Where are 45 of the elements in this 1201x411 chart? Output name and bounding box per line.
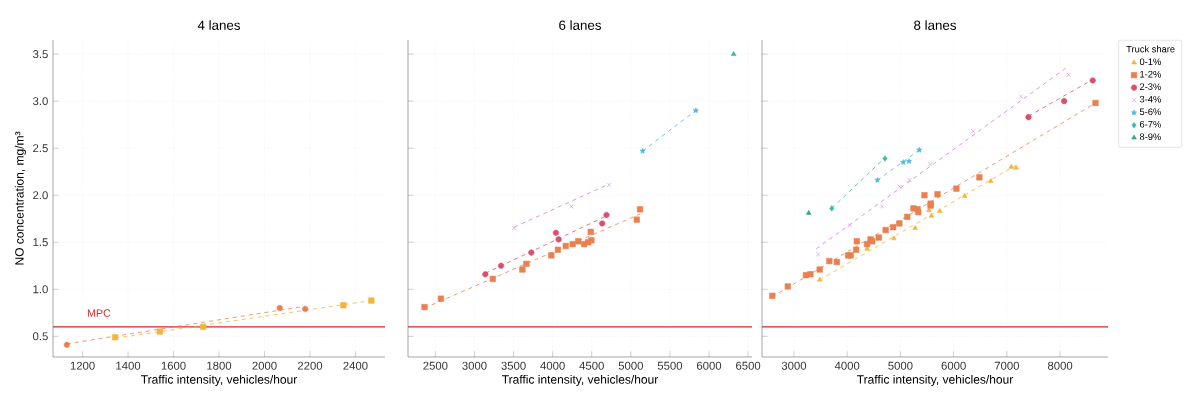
x-tick-label: 5500 — [657, 361, 683, 370]
x-tick-label: 4500 — [579, 361, 604, 370]
y-tick-label: 0.5 — [32, 332, 48, 341]
x-axis-title: Traffic intensity, vehicles/hour — [857, 374, 1014, 387]
x-tick-label: 8000 — [1047, 361, 1073, 370]
legend-label: 1-2% — [1140, 70, 1161, 78]
x-tick-label: 5000 — [618, 361, 643, 370]
x-tick-label: 1200 — [70, 361, 95, 370]
chart-title: 8 lanes — [914, 20, 957, 30]
legend-title: Truck share — [1126, 45, 1175, 53]
x-tick-label: 3500 — [501, 361, 526, 370]
legend-label: 5-6% — [1139, 108, 1161, 116]
legend-label: 8-9% — [1139, 133, 1161, 141]
y-tick-label: 2.0 — [33, 191, 48, 200]
legend-label: 2-3% — [1139, 83, 1161, 90]
x-tick-label: 2500 — [423, 361, 448, 370]
x-tick-label: 7000 — [994, 361, 1020, 370]
chart-title: 6 lanes — [559, 20, 601, 30]
x-tick-label: 3000 — [781, 361, 807, 370]
y-tick-label: 1.0 — [33, 285, 48, 294]
x-tick-label: 4000 — [540, 361, 565, 370]
x-tick-label: 1400 — [116, 361, 141, 370]
x-tick-label: 1600 — [161, 361, 186, 370]
x-axis-title: Traffic intensity, vehicles/hour — [141, 374, 298, 387]
legend-label: 3-4% — [1139, 95, 1161, 103]
x-tick-label: 6000 — [941, 361, 966, 370]
ref-line-label: MPC — [87, 309, 111, 317]
x-tick-label: 4000 — [834, 361, 860, 370]
x-tick-label: 2400 — [343, 361, 368, 370]
x-tick-label: 1800 — [207, 361, 232, 370]
y-axis-title: NO concentration, mg/m³ — [14, 131, 27, 265]
y-tick-label: 3.5 — [32, 50, 48, 59]
x-tick-label: 5000 — [888, 361, 913, 370]
y-tick-label: 2.5 — [33, 144, 48, 153]
x-tick-label: 2000 — [252, 361, 277, 370]
x-tick-label: 3000 — [462, 361, 487, 370]
legend-label: 0-1% — [1139, 58, 1161, 65]
y-tick-label: 1.5 — [33, 238, 48, 247]
chart-title: 4 lanes — [197, 20, 241, 30]
x-tick-label: 2200 — [297, 361, 323, 370]
x-tick-label: 6500 — [736, 361, 761, 370]
x-axis-title: Traffic intensity, vehicles/hour — [502, 374, 659, 387]
x-tick-label: 6000 — [696, 361, 722, 370]
legend-label: 6-7% — [1139, 120, 1161, 128]
y-tick-label: 3.0 — [32, 97, 48, 106]
